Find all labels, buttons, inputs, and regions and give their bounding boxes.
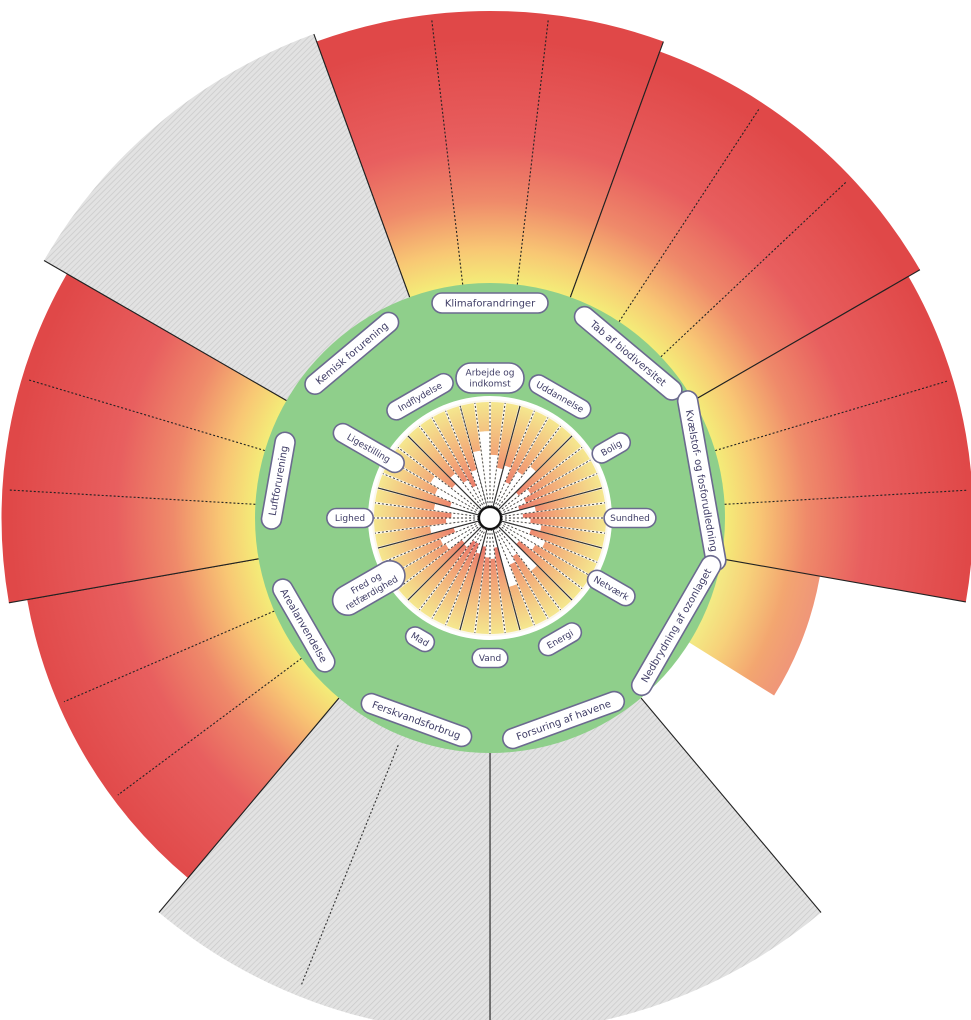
dimension-label: Sundhed <box>610 514 650 524</box>
ecological-ceiling-wedges <box>1 10 971 1020</box>
dimension-label-pill: Vand <box>471 647 509 669</box>
dimension-label: Klimaforandringer <box>445 299 536 310</box>
center-hub <box>477 505 503 531</box>
dimension-label-pill: Bolig <box>591 432 632 464</box>
foundation-sector <box>500 487 609 549</box>
dimension-label-pill: Energi <box>537 622 583 657</box>
dimension-label-pill: Luftforurening <box>260 431 296 530</box>
dimension-label: Vand <box>479 654 501 664</box>
foundation-sector <box>497 434 604 516</box>
dimension-label-pill: Klimaforandringer <box>431 292 549 314</box>
ceiling-wedge <box>43 33 411 402</box>
foundation-sector <box>492 404 574 511</box>
foundation-sector <box>459 528 521 636</box>
dimension-label: indkomst <box>469 380 511 390</box>
dimension-label-pill: Lighed <box>325 507 375 529</box>
foundation-sector <box>406 404 488 511</box>
foundation-sector <box>459 400 521 508</box>
unknown-guide-line <box>300 744 399 987</box>
dimension-label-pill: Mad <box>404 626 436 653</box>
social-foundation-area <box>372 400 609 636</box>
dimension-label: Arbejde og <box>466 369 515 379</box>
ceiling-wedge <box>691 275 971 603</box>
dimension-label-pill: Sundhed <box>603 507 657 529</box>
dimension-label: Lighed <box>335 514 365 524</box>
foundation-sector <box>492 525 574 632</box>
